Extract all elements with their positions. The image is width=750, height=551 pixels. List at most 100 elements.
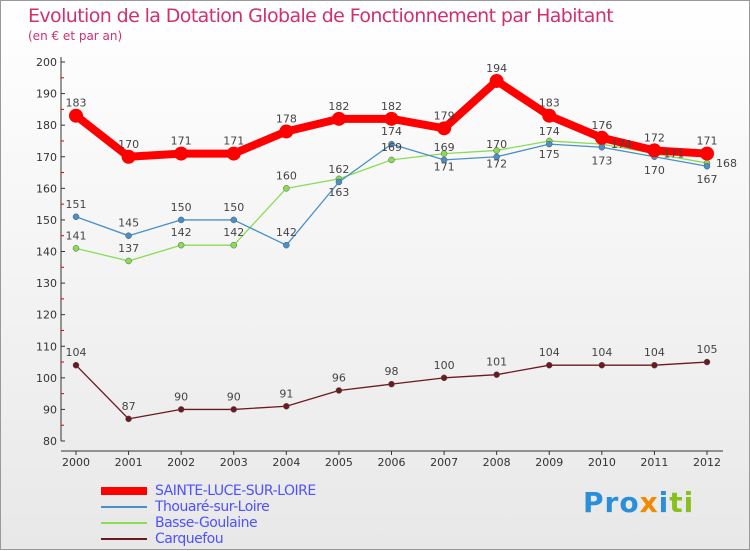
x-tick-label: 2010 <box>588 456 616 469</box>
data-label-series-0: 171 <box>223 135 244 148</box>
data-label-series-2: 171 <box>434 161 455 174</box>
data-point <box>489 73 504 88</box>
x-tick-label: 2009 <box>535 456 563 469</box>
data-point <box>72 361 80 369</box>
data-point <box>125 257 132 265</box>
data-point <box>335 387 343 394</box>
data-point <box>598 361 606 369</box>
data-point <box>283 403 290 410</box>
data-point <box>69 108 83 123</box>
x-tick-label: 2000 <box>62 456 90 469</box>
legend-label: Carquefou <box>155 531 224 547</box>
data-label-series-3: 96 <box>332 371 346 384</box>
data-label-series-1: 142 <box>276 226 297 239</box>
data-point <box>440 374 448 382</box>
legend-item-2: Basse-Goulaine <box>101 516 258 530</box>
data-label-series-1: 170 <box>486 138 507 151</box>
data-point <box>279 124 294 139</box>
data-point <box>121 149 136 164</box>
data-label-series-0: 183 <box>66 97 87 110</box>
data-point <box>546 140 553 148</box>
x-tick-label: 2005 <box>325 456 353 469</box>
legend-item-3: Carquefou <box>101 531 224 547</box>
data-point <box>598 144 606 151</box>
data-label-series-0: 182 <box>328 100 349 113</box>
data-label-series-1: 173 <box>591 154 612 167</box>
data-label-series-2: 169 <box>381 141 402 154</box>
data-point <box>177 406 185 413</box>
data-point <box>230 216 237 224</box>
data-label-series-2: 171 <box>663 148 684 161</box>
data-point <box>647 143 662 158</box>
y-tick-label: 100 <box>36 372 57 385</box>
data-label-series-2: 163 <box>328 186 349 199</box>
data-point <box>388 156 395 164</box>
data-point <box>440 150 448 157</box>
data-point <box>125 232 132 239</box>
x-tick-label: 2004 <box>272 456 300 469</box>
proxiti-logo: Proxiti <box>583 486 695 519</box>
chart-title: Evolution de la Dotation Globale de Fonc… <box>28 5 614 27</box>
x-tick-label: 2001 <box>115 456 143 469</box>
x-tick-label: 2002 <box>167 456 195 469</box>
y-tick-label: 170 <box>36 151 57 164</box>
data-label-series-0: 178 <box>276 112 297 125</box>
data-label-series-2: 174 <box>611 138 632 151</box>
data-label-series-3: 105 <box>697 343 718 356</box>
legend-label: SAINTE-LUCE-SUR-LOIRE <box>155 483 316 499</box>
data-label-series-0: 183 <box>539 97 560 110</box>
data-label-series-2: 172 <box>486 157 507 170</box>
data-point <box>335 178 343 186</box>
data-label-series-2: 137 <box>118 242 139 255</box>
data-point <box>437 121 452 136</box>
data-label-series-1: 151 <box>66 198 87 211</box>
data-label-series-3: 91 <box>279 387 293 400</box>
y-tick-label: 90 <box>43 403 57 416</box>
data-point <box>230 406 237 413</box>
data-label-series-3: 104 <box>66 346 87 359</box>
data-label-series-0: 171 <box>697 135 718 148</box>
data-label-series-2: 160 <box>276 169 297 182</box>
legend-label: Thouaré-sur-Loire <box>155 499 270 515</box>
x-tick-label: 2006 <box>378 456 406 469</box>
x-tick-label: 2008 <box>483 456 511 469</box>
data-point <box>703 358 711 366</box>
y-tick-label: 140 <box>36 246 57 259</box>
data-label-series-3: 104 <box>539 346 560 359</box>
x-tick-label: 2012 <box>693 456 721 469</box>
data-point <box>72 213 80 221</box>
data-label-series-3: 98 <box>385 365 399 378</box>
data-label-series-1: 150 <box>223 201 244 214</box>
data-label-series-1: 150 <box>171 201 192 214</box>
data-label-series-0: 176 <box>591 119 612 132</box>
data-label-series-2: 168 <box>716 157 737 170</box>
chart-subtitle: (en € et par an) <box>28 29 123 43</box>
data-point <box>125 415 132 423</box>
data-label-series-0: 172 <box>644 131 665 144</box>
data-label-series-2: 175 <box>539 148 560 161</box>
data-label-series-1: 167 <box>697 173 718 186</box>
data-label-series-0: 170 <box>118 138 139 151</box>
data-point <box>493 147 500 154</box>
data-point <box>493 371 500 378</box>
legend-item-0: SAINTE-LUCE-SUR-LOIRE <box>101 484 316 498</box>
data-point <box>226 146 241 161</box>
data-label-series-1: 162 <box>328 163 349 176</box>
data-label-series-3: 101 <box>486 356 507 369</box>
data-point <box>388 380 395 388</box>
data-point <box>594 130 609 145</box>
data-point <box>177 241 185 249</box>
y-tick-label: 110 <box>36 340 57 353</box>
data-point <box>440 156 448 164</box>
data-point <box>72 245 80 252</box>
data-point <box>542 108 557 123</box>
data-label-series-3: 100 <box>434 359 455 372</box>
data-label-series-2: 141 <box>66 229 87 242</box>
data-label-series-0: 182 <box>381 100 402 113</box>
data-label-series-2: 142 <box>171 226 192 239</box>
data-point <box>384 111 399 126</box>
data-label-series-1: 170 <box>644 164 665 177</box>
data-label-series-1: 145 <box>118 217 139 230</box>
data-label-series-2: 142 <box>223 226 244 239</box>
